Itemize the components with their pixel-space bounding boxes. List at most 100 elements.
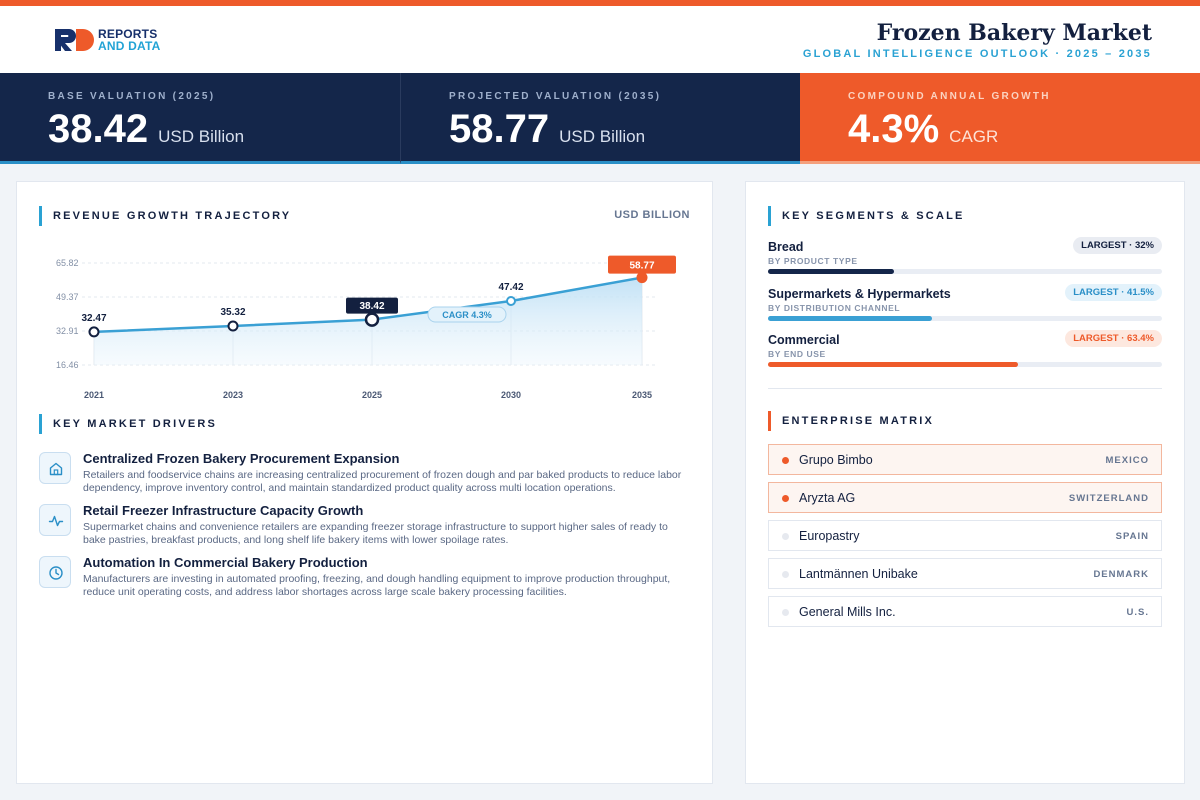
top-accent-bar [0,0,1200,6]
driver-description: Manufacturers are investing in automated… [83,573,671,598]
chart-section-title: REVENUE GROWTH TRAJECTORY [39,206,291,226]
segments-section-title: KEY SEGMENTS & SCALE [768,206,965,226]
status-dot [782,533,789,540]
x-tick-label: 2023 [223,390,243,400]
kpi-label: BASE VALUATION (2025) [48,91,216,102]
segment-supermarkets: Supermarkets & Hypermarkets BY DISTRIBUT… [768,284,1162,327]
segment-commercial: Commercial BY END USE LARGEST · 63.4% [768,330,1162,373]
kpi-label: PROJECTED VALUATION (2035) [449,91,662,102]
kpi-unit: USD Billion [559,127,646,146]
x-tick-label: 2035 [632,390,652,400]
drivers-section-title: KEY MARKET DRIVERS [39,414,217,434]
driver-title: Retail Freezer Infrastructure Capacity G… [83,503,364,518]
enterprise-name: General Mills Inc. [799,605,896,619]
segment-badge: LARGEST · 32% [1073,237,1162,254]
data-point [88,326,100,338]
end-value-box [608,255,676,274]
data-label: 58.77 [629,261,654,272]
enterprise-country: MEXICO [1105,455,1149,466]
logo-line-1: REPORTS [98,27,158,41]
data-label: 47.42 [498,282,523,293]
enterprise-name: Lantmännen Unibake [799,567,918,581]
enterprise-country: DENMARK [1093,569,1149,580]
brand-logo[interactable]: REPORTS AND DATA [55,28,175,54]
data-label: 35.32 [220,307,245,318]
enterprise-row[interactable]: Aryzta AG SWITZERLAND [768,482,1162,513]
enterprise-country: SPAIN [1115,531,1149,542]
segment-name: Supermarkets & Hypermarkets [768,287,951,301]
segment-bar-fill [768,362,1018,367]
segment-subtitle: BY DISTRIBUTION CHANNEL [768,303,901,313]
segment-subtitle: BY PRODUCT TYPE [768,256,858,266]
page-title: Frozen Bakery Market [876,20,1152,46]
activity-icon [48,515,64,527]
enterprise-section-title: ENTERPRISE MATRIX [768,411,934,431]
kpi-value-wrap: 4.3% CAGR [848,107,998,152]
driver-description: Retailers and foodservice chains are inc… [83,469,682,494]
segment-bar-fill [768,269,895,274]
x-tick-label: 2030 [501,390,521,400]
segment-bar-track [768,362,1162,367]
driver-icon-box [39,452,71,484]
x-tick-label: 2021 [84,390,104,400]
x-tick-label: 2025 [362,390,382,400]
driver-title: Automation In Commercial Bakery Producti… [83,555,368,570]
logo-line-2: AND DATA [98,39,161,53]
segment-bar-track [768,316,1162,321]
y-tick-label: 32.91 [56,326,79,336]
enterprise-row[interactable]: Grupo Bimbo MEXICO [768,444,1162,475]
chart-unit-label: USD BILLION [614,209,690,221]
enterprise-row[interactable]: General Mills Inc. U.S. [768,596,1162,627]
clock-icon [49,566,63,580]
kpi-unit: CAGR [949,127,999,146]
enterprise-country: U.S. [1126,607,1149,618]
data-point [364,312,380,327]
segment-name: Commercial [768,333,840,347]
segment-name: Bread [768,240,804,254]
cagr-pill [427,306,507,323]
kpi-value-wrap: 38.42 USD Billion [48,107,244,152]
page-subtitle: GLOBAL INTELLIGENCE OUTLOOK · 2025 – 203… [802,48,1152,60]
data-label: 32.47 [81,313,106,324]
kpi-value: 38.42 [48,107,149,151]
data-point [506,296,516,307]
kpi-projected-valuation: PROJECTED VALUATION (2035) 58.77 USD Bill… [400,73,800,164]
revenue-chart: 65.82 49.37 32.91 16.46 2021 2023 2025 2030 2035… [56,255,676,400]
data-point [636,272,648,284]
enterprise-name: Aryzta AG [799,491,856,505]
enterprise-row[interactable]: Europastry SPAIN [768,520,1162,551]
enterprise-row[interactable]: Lantmännen Unibake DENMARK [768,558,1162,589]
home-icon [49,462,63,476]
kpi-value: 4.3% [848,107,940,151]
driver-description: Supermarket chains and convenience retai… [83,521,668,546]
status-dot [782,457,789,464]
segment-bread: Bread BY PRODUCT TYPE LARGEST · 32% [768,237,1162,280]
driver-icon-box [39,556,71,588]
highlight-value-box [346,297,398,314]
kpi-cagr: COMPOUND ANNUAL GROWTH 4.3% CAGR [800,73,1200,164]
y-tick-label: 49.37 [56,292,79,302]
page-header: REPORTS AND DATA Frozen Bakery Market GL… [0,6,1200,73]
segment-bar-fill [768,316,932,321]
kpi-value: 58.77 [449,107,550,151]
status-dot [782,571,789,578]
driver-icon-box [39,504,71,536]
cagr-annotation: CAGR 4.3% [442,310,492,320]
side-panel: KEY SEGMENTS & SCALE Bread BY PRODUCT TY… [745,181,1185,784]
driver-title: Centralized Frozen Bakery Procurement Ex… [83,451,400,466]
data-label: 38.42 [359,301,384,312]
segment-badge: LARGEST · 41.5% [1065,284,1162,301]
segment-subtitle: BY END USE [768,349,826,359]
data-point [227,320,239,332]
enterprise-country: SWITZERLAND [1068,493,1149,504]
kpi-unit: USD Billion [158,127,245,146]
segment-badge: LARGEST · 63.4% [1065,330,1162,347]
logo-mark-icon [55,29,94,51]
y-tick-label: 16.46 [56,360,79,370]
status-dot [782,609,789,616]
kpi-label: COMPOUND ANNUAL GROWTH [848,91,1051,102]
kpi-base-valuation: BASE VALUATION (2025) 38.42 USD Billion [0,73,400,164]
status-dot [782,495,789,502]
kpi-value-wrap: 58.77 USD Billion [449,107,645,152]
enterprise-name: Grupo Bimbo [799,453,873,467]
